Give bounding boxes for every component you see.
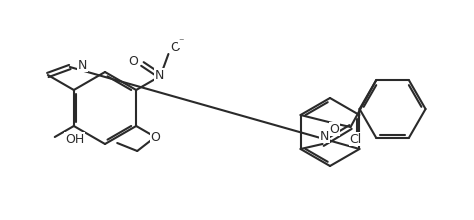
Text: OH: OH	[65, 132, 84, 145]
Text: O: O	[329, 123, 339, 136]
Text: O: O	[150, 130, 160, 143]
Text: O: O	[171, 40, 181, 53]
Text: Cl: Cl	[349, 132, 362, 145]
Text: O: O	[128, 55, 138, 68]
Text: N: N	[155, 68, 164, 81]
Text: ⁻: ⁻	[179, 37, 184, 47]
Text: N: N	[78, 59, 87, 72]
Text: N: N	[320, 130, 329, 143]
